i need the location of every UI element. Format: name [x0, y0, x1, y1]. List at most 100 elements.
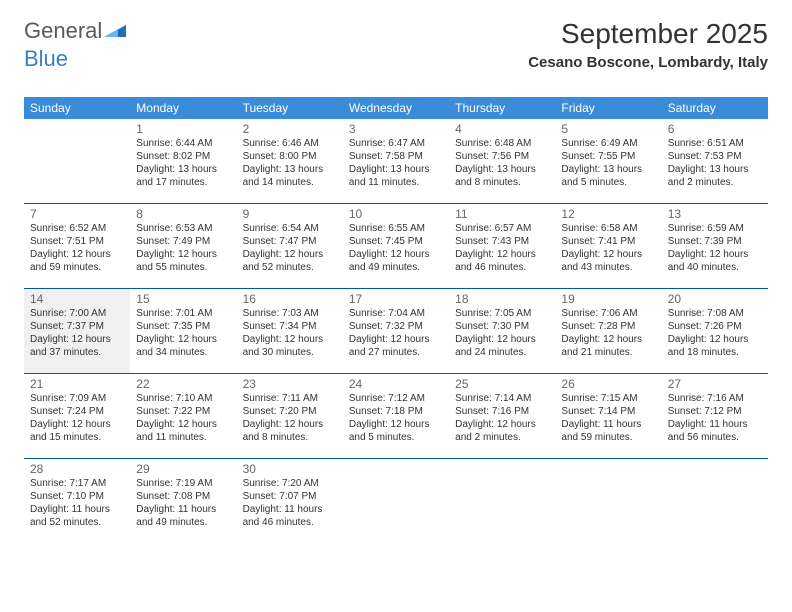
- week-row: 1Sunrise: 6:44 AMSunset: 8:02 PMDaylight…: [24, 119, 768, 204]
- daylight-text: Daylight: 12 hours and 24 minutes.: [455, 333, 549, 359]
- daylight-text: Daylight: 12 hours and 59 minutes.: [30, 248, 124, 274]
- logo-triangle-icon: [104, 21, 126, 42]
- sunrise-text: Sunrise: 7:19 AM: [136, 477, 230, 490]
- sunset-text: Sunset: 8:02 PM: [136, 150, 230, 163]
- sunset-text: Sunset: 7:41 PM: [561, 235, 655, 248]
- sunrise-text: Sunrise: 6:57 AM: [455, 222, 549, 235]
- sunset-text: Sunset: 7:55 PM: [561, 150, 655, 163]
- day-number: 11: [455, 207, 549, 221]
- daylight-text: Daylight: 12 hours and 55 minutes.: [136, 248, 230, 274]
- day-info: Sunrise: 6:48 AMSunset: 7:56 PMDaylight:…: [455, 137, 549, 189]
- day-cell: 18Sunrise: 7:05 AMSunset: 7:30 PMDayligh…: [449, 289, 555, 373]
- day-number: 1: [136, 122, 230, 136]
- sunset-text: Sunset: 8:00 PM: [243, 150, 337, 163]
- day-cell: 26Sunrise: 7:15 AMSunset: 7:14 PMDayligh…: [555, 374, 661, 458]
- day-info: Sunrise: 6:54 AMSunset: 7:47 PMDaylight:…: [243, 222, 337, 274]
- daylight-text: Daylight: 12 hours and 30 minutes.: [243, 333, 337, 359]
- day-cell: 20Sunrise: 7:08 AMSunset: 7:26 PMDayligh…: [662, 289, 768, 373]
- day-header-monday: Monday: [130, 97, 236, 119]
- daylight-text: Daylight: 13 hours and 14 minutes.: [243, 163, 337, 189]
- sunrise-text: Sunrise: 7:15 AM: [561, 392, 655, 405]
- week-row: 28Sunrise: 7:17 AMSunset: 7:10 PMDayligh…: [24, 459, 768, 543]
- title-block: September 2025 Cesano Boscone, Lombardy,…: [528, 18, 768, 71]
- sunrise-text: Sunrise: 6:48 AM: [455, 137, 549, 150]
- day-info: Sunrise: 7:01 AMSunset: 7:35 PMDaylight:…: [136, 307, 230, 359]
- daylight-text: Daylight: 12 hours and 27 minutes.: [349, 333, 443, 359]
- sunset-text: Sunset: 7:58 PM: [349, 150, 443, 163]
- day-cell: 15Sunrise: 7:01 AMSunset: 7:35 PMDayligh…: [130, 289, 236, 373]
- sunset-text: Sunset: 7:32 PM: [349, 320, 443, 333]
- sunrise-text: Sunrise: 7:10 AM: [136, 392, 230, 405]
- day-header-saturday: Saturday: [662, 97, 768, 119]
- daylight-text: Daylight: 12 hours and 43 minutes.: [561, 248, 655, 274]
- sunset-text: Sunset: 7:18 PM: [349, 405, 443, 418]
- sunrise-text: Sunrise: 7:16 AM: [668, 392, 762, 405]
- day-number: 14: [30, 292, 124, 306]
- day-header-wednesday: Wednesday: [343, 97, 449, 119]
- daylight-text: Daylight: 13 hours and 17 minutes.: [136, 163, 230, 189]
- day-number: 8: [136, 207, 230, 221]
- day-number: 17: [349, 292, 443, 306]
- sunrise-text: Sunrise: 7:09 AM: [30, 392, 124, 405]
- day-cell: 19Sunrise: 7:06 AMSunset: 7:28 PMDayligh…: [555, 289, 661, 373]
- day-number: 22: [136, 377, 230, 391]
- day-header-thursday: Thursday: [449, 97, 555, 119]
- day-number: 25: [455, 377, 549, 391]
- day-cell: [555, 459, 661, 543]
- sunset-text: Sunset: 7:35 PM: [136, 320, 230, 333]
- day-cell: 27Sunrise: 7:16 AMSunset: 7:12 PMDayligh…: [662, 374, 768, 458]
- day-cell: 10Sunrise: 6:55 AMSunset: 7:45 PMDayligh…: [343, 204, 449, 288]
- day-number: 15: [136, 292, 230, 306]
- sunset-text: Sunset: 7:45 PM: [349, 235, 443, 248]
- daylight-text: Daylight: 12 hours and 8 minutes.: [243, 418, 337, 444]
- sunset-text: Sunset: 7:28 PM: [561, 320, 655, 333]
- day-info: Sunrise: 7:04 AMSunset: 7:32 PMDaylight:…: [349, 307, 443, 359]
- day-cell: 23Sunrise: 7:11 AMSunset: 7:20 PMDayligh…: [237, 374, 343, 458]
- day-info: Sunrise: 7:09 AMSunset: 7:24 PMDaylight:…: [30, 392, 124, 444]
- sunrise-text: Sunrise: 6:59 AM: [668, 222, 762, 235]
- day-number: 6: [668, 122, 762, 136]
- day-number: 23: [243, 377, 337, 391]
- month-title: September 2025: [528, 18, 768, 50]
- sunset-text: Sunset: 7:12 PM: [668, 405, 762, 418]
- day-cell: 11Sunrise: 6:57 AMSunset: 7:43 PMDayligh…: [449, 204, 555, 288]
- day-info: Sunrise: 6:57 AMSunset: 7:43 PMDaylight:…: [455, 222, 549, 274]
- sunset-text: Sunset: 7:26 PM: [668, 320, 762, 333]
- day-cell: 6Sunrise: 6:51 AMSunset: 7:53 PMDaylight…: [662, 119, 768, 203]
- day-cell: 9Sunrise: 6:54 AMSunset: 7:47 PMDaylight…: [237, 204, 343, 288]
- sunset-text: Sunset: 7:49 PM: [136, 235, 230, 248]
- sunrise-text: Sunrise: 6:52 AM: [30, 222, 124, 235]
- sunrise-text: Sunrise: 7:03 AM: [243, 307, 337, 320]
- day-number: 30: [243, 462, 337, 476]
- sunset-text: Sunset: 7:34 PM: [243, 320, 337, 333]
- sunset-text: Sunset: 7:39 PM: [668, 235, 762, 248]
- day-info: Sunrise: 7:14 AMSunset: 7:16 PMDaylight:…: [455, 392, 549, 444]
- location-subtitle: Cesano Boscone, Lombardy, Italy: [528, 54, 768, 71]
- calendar: Sunday Monday Tuesday Wednesday Thursday…: [24, 97, 768, 543]
- daylight-text: Daylight: 13 hours and 11 minutes.: [349, 163, 443, 189]
- daylight-text: Daylight: 12 hours and 52 minutes.: [243, 248, 337, 274]
- daylight-text: Daylight: 12 hours and 5 minutes.: [349, 418, 443, 444]
- logo-text-general: General: [24, 18, 102, 44]
- sunrise-text: Sunrise: 6:51 AM: [668, 137, 762, 150]
- sunrise-text: Sunrise: 7:20 AM: [243, 477, 337, 490]
- day-number: 10: [349, 207, 443, 221]
- day-info: Sunrise: 6:44 AMSunset: 8:02 PMDaylight:…: [136, 137, 230, 189]
- sunset-text: Sunset: 7:16 PM: [455, 405, 549, 418]
- day-cell: 22Sunrise: 7:10 AMSunset: 7:22 PMDayligh…: [130, 374, 236, 458]
- sunrise-text: Sunrise: 7:08 AM: [668, 307, 762, 320]
- day-info: Sunrise: 6:49 AMSunset: 7:55 PMDaylight:…: [561, 137, 655, 189]
- sunrise-text: Sunrise: 7:05 AM: [455, 307, 549, 320]
- day-info: Sunrise: 7:03 AMSunset: 7:34 PMDaylight:…: [243, 307, 337, 359]
- daylight-text: Daylight: 11 hours and 46 minutes.: [243, 503, 337, 529]
- day-info: Sunrise: 6:51 AMSunset: 7:53 PMDaylight:…: [668, 137, 762, 189]
- sunrise-text: Sunrise: 7:06 AM: [561, 307, 655, 320]
- day-header-row: Sunday Monday Tuesday Wednesday Thursday…: [24, 97, 768, 119]
- sunset-text: Sunset: 7:56 PM: [455, 150, 549, 163]
- sunrise-text: Sunrise: 7:11 AM: [243, 392, 337, 405]
- day-info: Sunrise: 7:05 AMSunset: 7:30 PMDaylight:…: [455, 307, 549, 359]
- day-cell: 17Sunrise: 7:04 AMSunset: 7:32 PMDayligh…: [343, 289, 449, 373]
- day-info: Sunrise: 7:00 AMSunset: 7:37 PMDaylight:…: [30, 307, 124, 359]
- day-info: Sunrise: 6:46 AMSunset: 8:00 PMDaylight:…: [243, 137, 337, 189]
- sunrise-text: Sunrise: 6:44 AM: [136, 137, 230, 150]
